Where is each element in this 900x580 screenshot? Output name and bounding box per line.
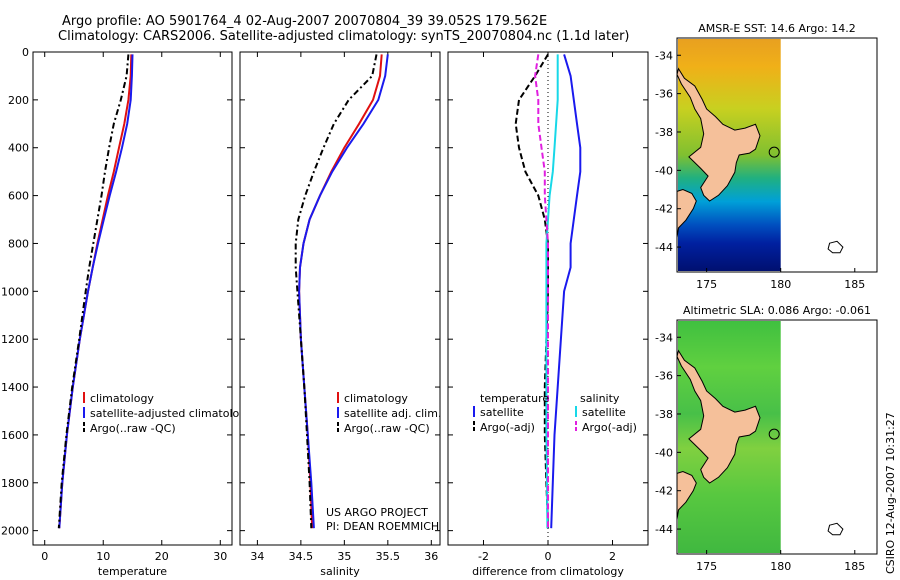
- plot-frame: [239, 51, 441, 546]
- x-tick-label: 175: [696, 560, 717, 573]
- legend-title-salinity: salinity: [580, 392, 620, 405]
- legend-label: Argo(..raw -QC): [344, 422, 430, 435]
- x-tick-label: 185: [844, 278, 865, 291]
- x-tick-label: 34.5: [289, 550, 314, 563]
- x-axis-label: temperature: [98, 565, 167, 578]
- panel-salinity: 34 34.5 35 35.5 36 salinity climatology satelli…: [239, 51, 441, 578]
- y-tick-label: 200: [8, 94, 29, 107]
- project-annotation: US ARGO PROJECT: [326, 506, 428, 519]
- x-axis-label: salinity: [320, 565, 360, 578]
- map-title: Altimetric SLA: 0.086 Argo: -0.061: [683, 304, 871, 317]
- x-tick-label: 30: [213, 550, 227, 563]
- argo-float-marker: [768, 146, 780, 158]
- y-tick-label: -42: [655, 485, 673, 498]
- plot-title-line2: Climatology: CARS2006. Satellite-adjuste…: [58, 29, 630, 44]
- north-island-land: [676, 67, 761, 202]
- x-tick-label: 10: [96, 550, 110, 563]
- panel-difference: -2 0 2 difference from climatology temperatu…: [447, 51, 649, 578]
- y-tick-label: 1600: [1, 429, 29, 442]
- x-axis-label: difference from climatology: [472, 565, 624, 578]
- chatham-islands: [827, 240, 844, 254]
- y-tick-label: 2000: [1, 525, 29, 538]
- legend-label: satellite-adjusted climatology: [90, 407, 253, 420]
- south-island-land: [676, 470, 697, 520]
- legend-label: satellite: [480, 406, 524, 419]
- x-tick-label: 36: [424, 550, 438, 563]
- x-tick-label: 180: [770, 560, 791, 573]
- plot-frame: [32, 51, 233, 546]
- y-tick-label: -44: [655, 523, 673, 536]
- y-tick-label: -34: [655, 49, 673, 62]
- y-tick-label: -38: [655, 126, 673, 139]
- argo-float-marker: [768, 428, 780, 440]
- x-tick-label: 2: [609, 550, 616, 563]
- x-tick-label: 0: [545, 550, 552, 563]
- panel-temperature: 0 10 20 30 0 200 400 600 800 1000 1200 1400 1600 1800…: [1, 46, 253, 578]
- y-tick-label: 1200: [1, 333, 29, 346]
- sst-map: AMSR-E SST: 14.6 Argo: 14.2 175 180 185 -34 -…: [655, 22, 878, 291]
- y-tick-label: 1400: [1, 381, 29, 394]
- legend-label: Argo(-adj): [480, 421, 535, 434]
- series-line-salinity-satellite: [545, 54, 559, 529]
- x-tick-label: 34: [250, 550, 264, 563]
- legend-label: Argo(-adj): [582, 421, 637, 434]
- y-tick-label: 600: [8, 190, 29, 203]
- legend-title-temperature: temperature: [480, 392, 549, 405]
- legend-label: climatology: [344, 392, 408, 405]
- legend-label: climatology: [90, 392, 154, 405]
- series-line-satellite-adjusted-climatology: [58, 54, 134, 529]
- creation-stamp: CSIRO 12-Aug-2007 10:31:27: [884, 412, 897, 574]
- y-tick-label: -40: [655, 164, 673, 177]
- x-tick-label: 175: [696, 278, 717, 291]
- series-line-argo-raw-qc-: [294, 54, 378, 529]
- y-tick-label: 1000: [1, 285, 29, 298]
- legend-label: Argo(..raw -QC): [90, 422, 176, 435]
- x-tick-label: 0: [41, 550, 48, 563]
- x-tick-label: 180: [770, 278, 791, 291]
- plot-title-line1: Argo profile: AO 5901764_4 02-Aug-2007 2…: [62, 14, 548, 29]
- y-tick-label: 1800: [1, 477, 29, 490]
- y-tick-label: -44: [655, 241, 673, 254]
- series-line-argo-raw-qc-: [57, 54, 130, 529]
- y-tick-label: -34: [655, 331, 673, 344]
- x-tick-label: 185: [844, 560, 865, 573]
- chatham-islands: [827, 522, 844, 536]
- legend-label: satellite: [582, 406, 626, 419]
- series-line-salinity-argo-adj-: [534, 54, 549, 529]
- x-tick-label: 20: [155, 550, 169, 563]
- y-tick-label: -38: [655, 408, 673, 421]
- x-tick-label: -2: [478, 550, 489, 563]
- y-tick-label: -36: [655, 370, 673, 383]
- sla-map: Altimetric SLA: 0.086 Argo: -0.061 175 180…: [655, 304, 878, 573]
- map-title: AMSR-E SST: 14.6 Argo: 14.2: [698, 22, 856, 35]
- y-tick-label: -42: [655, 203, 673, 216]
- series-line-satellite-adj-clim-: [298, 54, 389, 529]
- x-tick-label: 35: [337, 550, 351, 563]
- project-annotation: PI: DEAN ROEMMICH: [326, 520, 439, 533]
- y-tick-label: -36: [655, 88, 673, 101]
- y-tick-label: 400: [8, 142, 29, 155]
- y-tick-label: 0: [22, 46, 29, 59]
- legend-label: satellite adj. clim.: [344, 407, 441, 420]
- y-tick-label: 800: [8, 237, 29, 250]
- south-island-land: [676, 188, 697, 238]
- north-island-land: [676, 349, 761, 484]
- series-line-temperature-satellite: [550, 54, 582, 529]
- x-tick-label: 35.5: [376, 550, 401, 563]
- y-tick-label: -40: [655, 446, 673, 459]
